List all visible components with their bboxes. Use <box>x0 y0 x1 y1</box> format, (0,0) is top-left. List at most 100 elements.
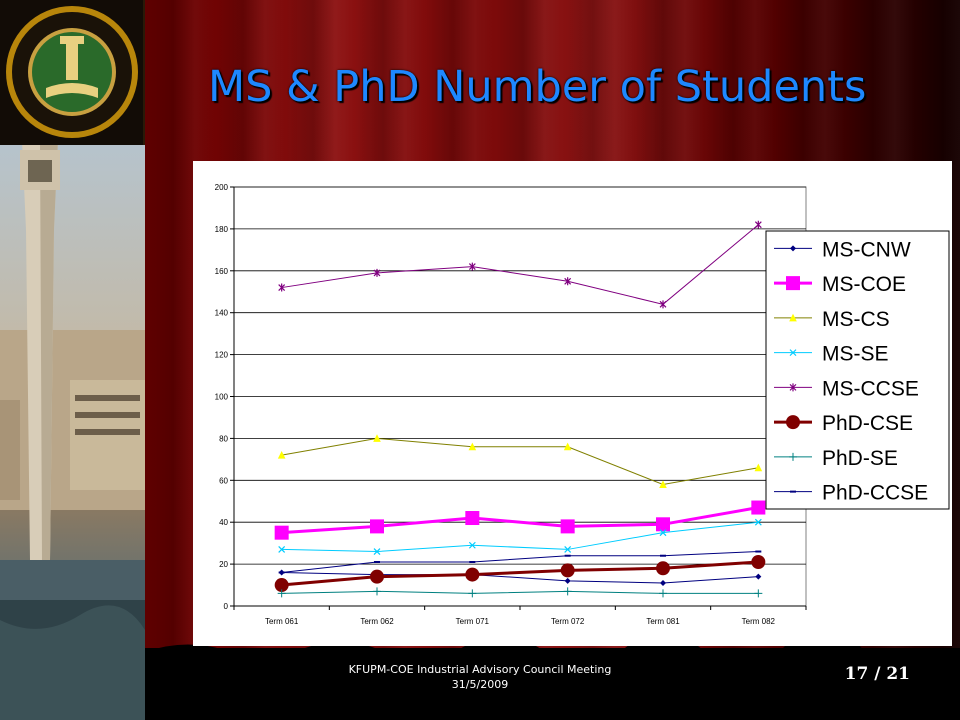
data-point <box>660 579 666 586</box>
x-tick-label: Term 072 <box>551 617 585 626</box>
series-line <box>281 506 759 535</box>
x-tick-label: Term 082 <box>742 617 776 626</box>
tower-illustration <box>0 140 145 720</box>
data-point <box>278 546 286 553</box>
series-line <box>281 571 759 584</box>
slide-title: MS & PhD Number of Students <box>208 62 867 112</box>
footer-line-1: KFUPM-COE Industrial Advisory Council Me… <box>348 663 612 676</box>
data-point <box>786 415 800 430</box>
series-line <box>281 224 759 305</box>
legend-entry-ms-se: MS-SE <box>774 343 889 366</box>
line-chart: 0 20 40 60 80 100 120 140 160 180 200 Term 061 Term … <box>215 183 950 626</box>
footer-line-2: 31/5/2009 <box>451 678 509 691</box>
data-point <box>373 548 381 555</box>
legend-label: PhD-CCSE <box>822 482 928 505</box>
legend-entry-phd-se: PhD-SE <box>774 447 898 470</box>
y-tick-label: 80 <box>219 434 228 443</box>
x-tick-label: Term 061 <box>265 617 299 626</box>
data-point <box>370 569 384 584</box>
legend-entry-ms-ccse: MS-CCSE <box>774 377 919 400</box>
y-tick-label: 100 <box>215 393 229 402</box>
data-point <box>468 541 476 549</box>
data-point <box>468 442 477 451</box>
series-line <box>281 437 759 486</box>
data-point <box>560 519 575 534</box>
data-point <box>754 220 762 229</box>
series-ms-cs <box>277 434 763 488</box>
legend-label: MS-CCSE <box>822 377 919 400</box>
data-point <box>465 511 480 526</box>
data-point <box>560 563 575 578</box>
data-point <box>754 589 763 598</box>
y-tick-label: 140 <box>215 309 229 318</box>
series <box>274 220 766 598</box>
data-point <box>789 313 797 322</box>
y-tick-label: 40 <box>219 518 228 527</box>
data-point <box>278 283 286 292</box>
data-point <box>277 589 286 598</box>
data-point <box>754 518 762 526</box>
data-point <box>751 555 766 570</box>
data-point <box>277 451 286 459</box>
legend-entry-ms-cnw: MS-CNW <box>774 238 911 261</box>
y-tick-label: 160 <box>215 267 229 276</box>
kfupm-logo <box>0 0 145 145</box>
legend-entry-phd-cse: PhD-CSE <box>774 412 913 435</box>
legend: MS-CNW MS-COE MS-CS MS-SE MS-CCSE PhD-CSE PhD-… <box>765 230 950 510</box>
data-point <box>789 349 797 357</box>
series-ms-ccse <box>278 220 762 309</box>
data-point <box>659 529 667 537</box>
x-tick-label: Term 062 <box>360 617 394 626</box>
data-point <box>564 546 572 553</box>
university-seal <box>6 6 138 138</box>
y-tick-label: 20 <box>219 560 228 569</box>
legend-label: MS-COE <box>822 273 906 296</box>
series-line <box>281 521 759 553</box>
y-tick-label: 60 <box>219 476 228 485</box>
data-point <box>755 573 762 580</box>
legend-label: PhD-SE <box>822 447 898 470</box>
legend-label: MS-CS <box>822 308 890 331</box>
data-point <box>373 587 381 596</box>
legend-label: MS-CNW <box>822 238 911 261</box>
legend-label: MS-SE <box>822 343 889 366</box>
data-point <box>370 519 384 534</box>
series-line <box>281 551 759 573</box>
x-tick-label: Term 071 <box>456 617 490 626</box>
series-ms-coe <box>274 500 766 540</box>
data-point <box>563 587 572 596</box>
data-point <box>659 480 667 488</box>
data-point <box>656 517 670 532</box>
data-point <box>659 300 667 309</box>
data-point <box>468 589 477 598</box>
data-point <box>786 276 800 291</box>
data-point <box>789 383 797 392</box>
data-point <box>754 463 763 472</box>
y-tick-label: 120 <box>215 351 229 360</box>
data-point <box>751 500 766 515</box>
axes: 0 20 40 60 80 100 120 140 160 180 200 Term 061 Term … <box>215 183 807 626</box>
series-line <box>281 590 759 594</box>
page-number: 17 / 21 <box>844 664 910 684</box>
stage-floor <box>145 638 960 720</box>
data-point <box>274 525 289 540</box>
data-point <box>564 277 572 286</box>
y-tick-label: 180 <box>215 225 229 234</box>
data-point <box>789 452 797 461</box>
legend-entry-phd-ccse: PhD-CCSE <box>774 482 928 505</box>
legend-entry-ms-coe: MS-COE <box>774 273 906 296</box>
data-point <box>373 268 381 277</box>
data-point <box>465 567 480 582</box>
series-line <box>281 560 759 587</box>
data-point <box>274 578 289 593</box>
chart-panel: 0 20 40 60 80 100 120 140 160 180 200 Term 061 Term … <box>193 161 952 646</box>
data-point <box>656 561 670 576</box>
x-tick-label: Term 081 <box>646 617 680 626</box>
legend-label: PhD-CSE <box>822 412 913 435</box>
data-point <box>373 434 381 442</box>
data-point <box>468 262 476 271</box>
data-point <box>790 245 796 252</box>
series-ms-se <box>278 518 762 555</box>
series-phd-ccse <box>278 550 762 574</box>
series-phd-cse <box>274 555 766 593</box>
